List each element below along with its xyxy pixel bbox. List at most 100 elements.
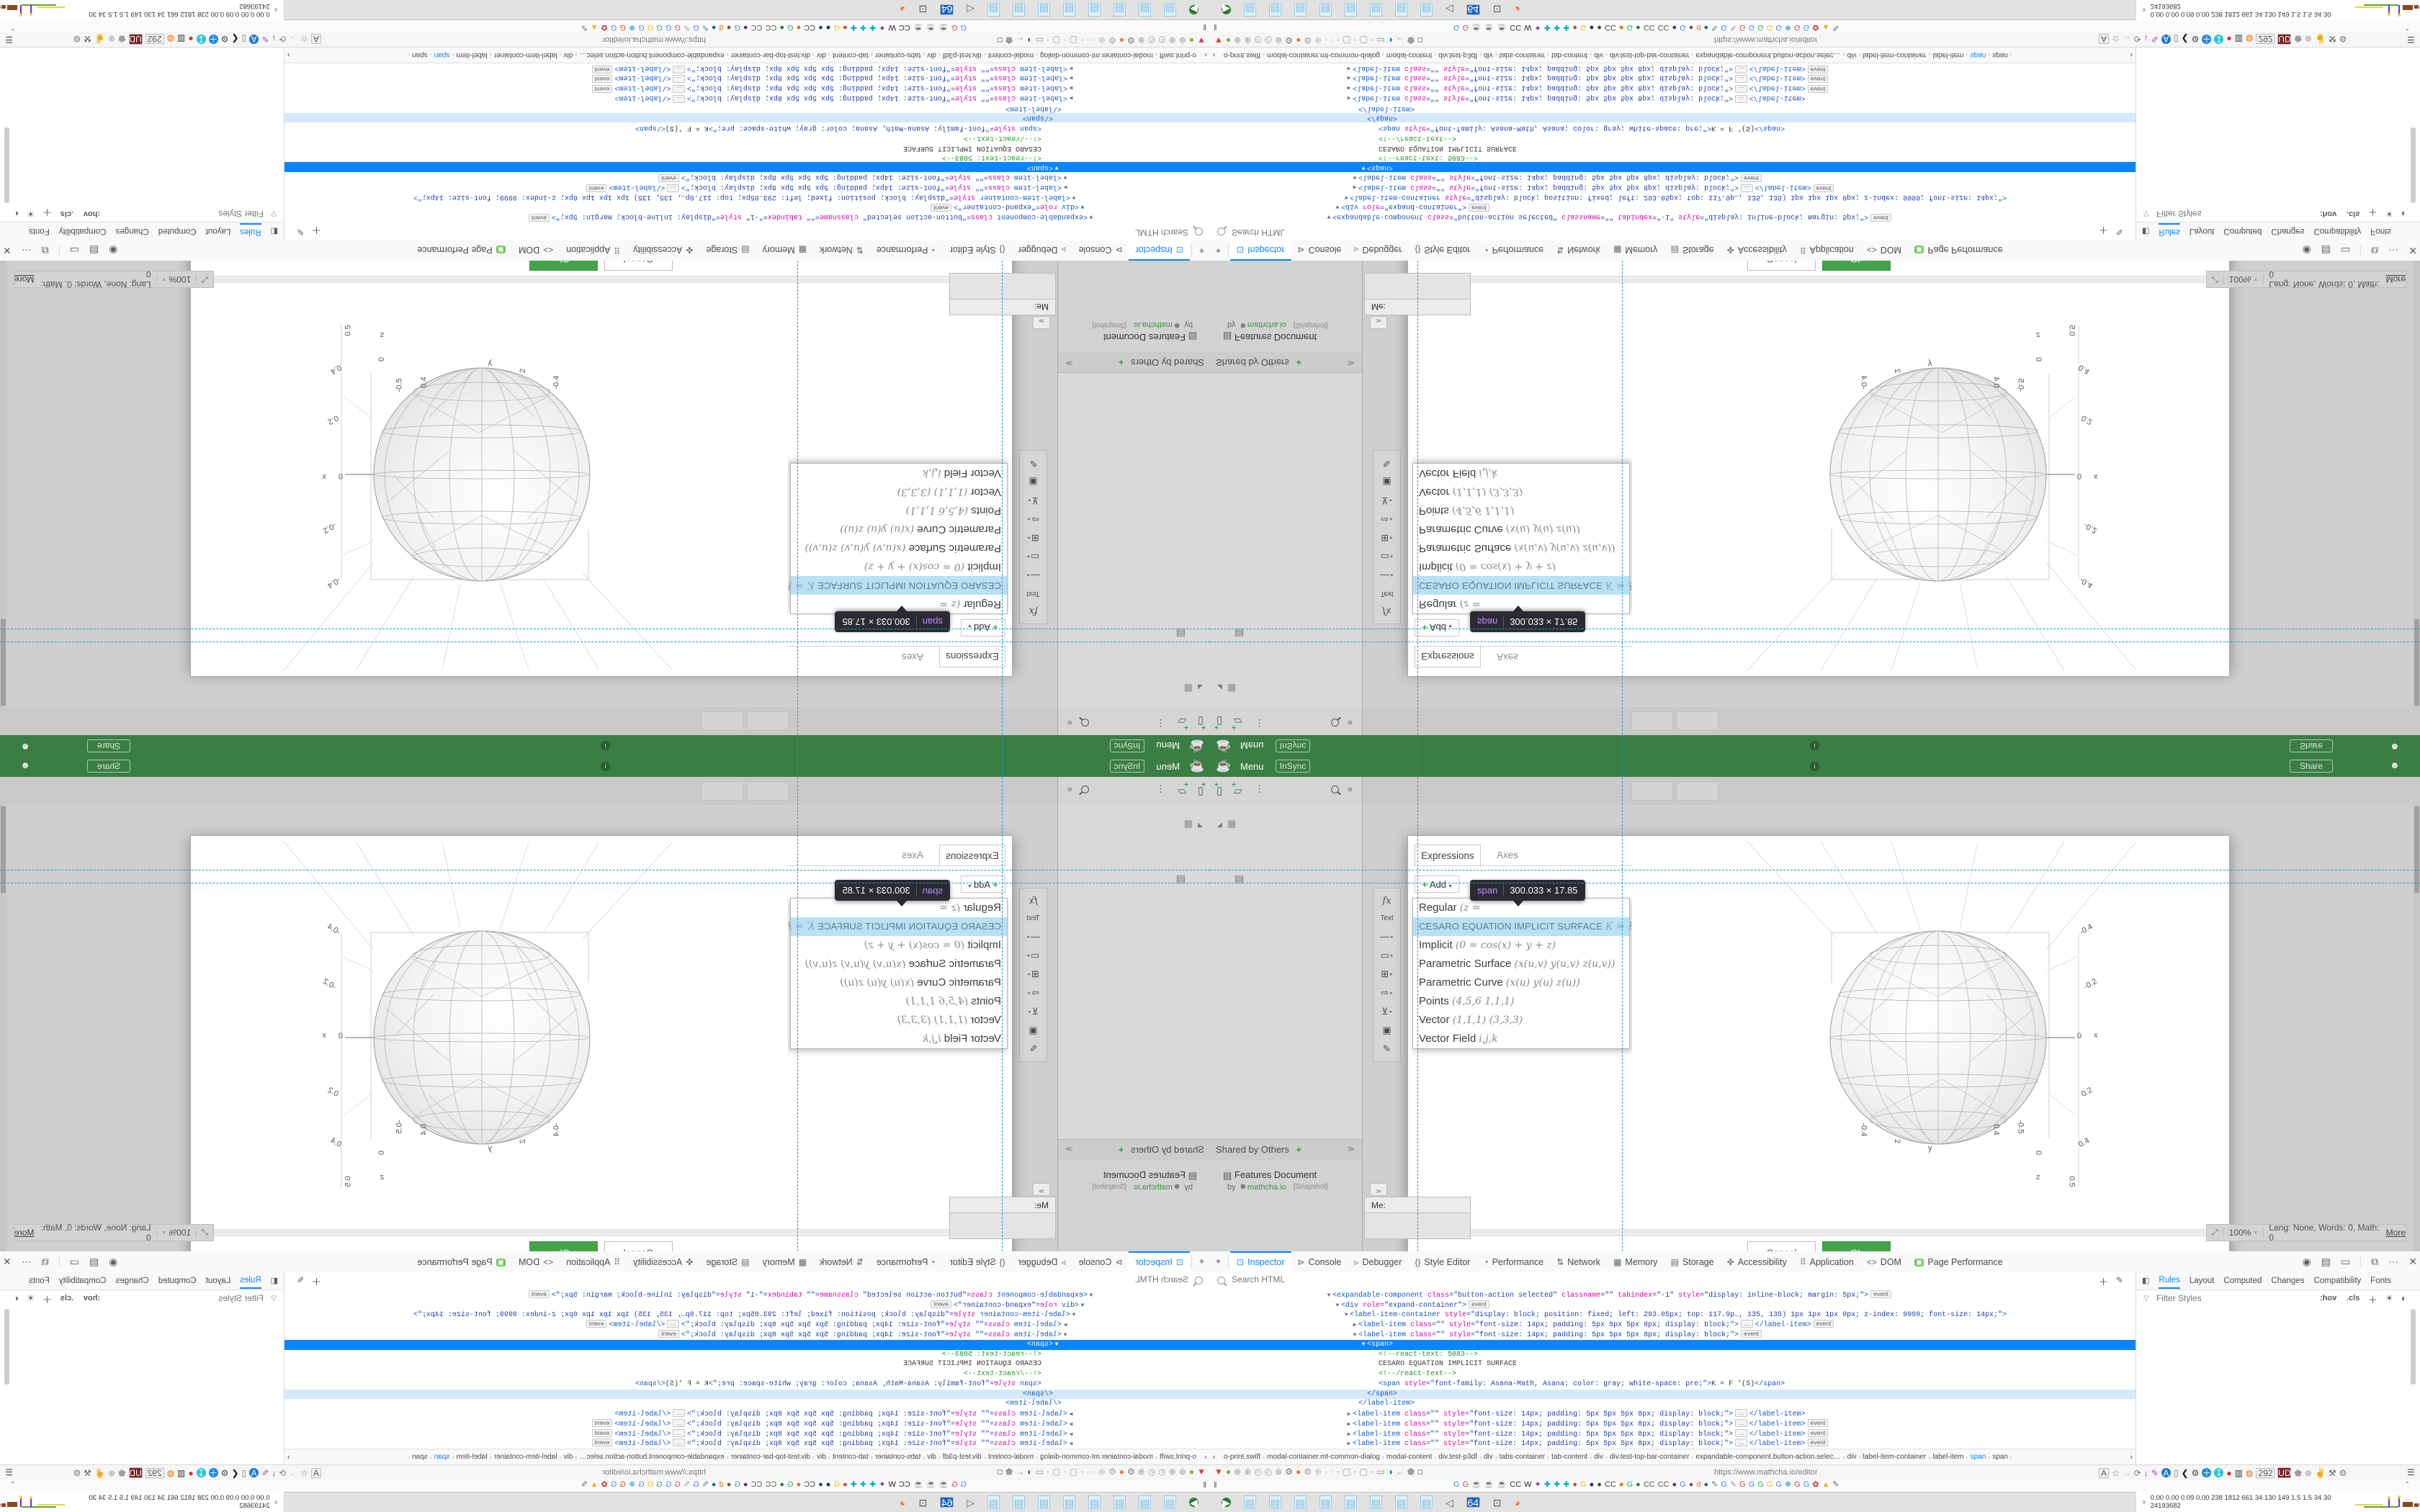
taskbar-app-icon[interactable]: 64 [1466,1496,1480,1508]
tool-strip-item[interactable]: ▣ [1382,1025,1392,1036]
menu-item-vector-field[interactable]: Vector Field i,j,k [922,1032,1001,1045]
tab-axes[interactable]: Axes [902,850,924,860]
menu-button[interactable]: Menu [1240,740,1264,751]
zoom-caret-icon[interactable]: ▼ [161,276,167,282]
taskbar-app-icon[interactable]: ▤ [1294,1495,1307,1509]
bookmark-favicon[interactable]: ☕ [913,23,923,32]
bookmark-favicon[interactable]: ● [726,1480,732,1489]
bookmark-favicon[interactable]: ✎ [1729,1480,1737,1489]
taskbar-app-icon[interactable]: ▤ [1063,1495,1075,1509]
search-icon[interactable] [1331,786,1339,793]
bookmark-favicon[interactable]: CC [1510,1480,1522,1489]
nav-icon[interactable]: ◦ [1063,35,1067,45]
extension-icon[interactable]: ▥ [2234,1467,2243,1478]
markup-row[interactable]: <!--react-text: 5083--> [941,1350,1041,1359]
bookmark-favicon[interactable]: G [1626,23,1634,32]
markup-row[interactable]: ▶<label-item class="" style="font-size: … [284,1320,1210,1330]
tool-strip-item[interactable]: — ▸ [1026,930,1040,942]
tool-strip-item[interactable]: ▭ ▸ [1026,552,1040,563]
nav-icon[interactable]: ⊕ [1244,35,1252,45]
bookmark-favicon[interactable]: ✎ [1711,23,1718,32]
bookmark-favicon[interactable]: G [951,23,958,32]
nav-icon[interactable]: ◘ [997,35,1003,45]
tool-strip-item[interactable]: — ▸ [1380,570,1394,582]
nav-icon[interactable]: ⊕ [1244,1467,1252,1477]
bookmark-favicon[interactable]: G [1739,1480,1746,1489]
menu-item-vector[interactable]: Vector (1,1,1) (3,3,3) [1419,486,1523,498]
menu-item-vector-field[interactable]: Vector Field i,j,k [1419,1032,1498,1045]
shared-doc-author[interactable]: mathcha.io [1247,320,1286,329]
bookmark-favicon[interactable]: ✎ [702,1480,709,1489]
bookmark-favicon[interactable]: G [638,1480,645,1489]
eyedropper-icon[interactable]: ✎ [2116,1275,2124,1285]
breadcrumb-item[interactable]: label-item-container [1863,1453,1927,1461]
collapse-sidebar-icon[interactable]: « [1067,783,1072,794]
bookmark-favicon[interactable]: CC [1510,23,1522,32]
breadcrumb-item[interactable]: div.test-top-bar-container [1609,51,1690,59]
tool-strip-item[interactable]: ⊞ ▸ [1027,533,1039,544]
tool-strip-item[interactable]: fx [1382,895,1392,906]
fullscreen-icon[interactable]: ⤢ [202,275,208,284]
breadcrumb-item[interactable]: modal-content [1386,51,1433,59]
nav-icon[interactable]: ◦ [1046,1467,1050,1477]
bookmark-favicon[interactable]: ● [1672,1480,1677,1489]
extension-icon[interactable]: ↓ [2143,34,2148,45]
taskbar-app-icon[interactable]: ⊡ [1492,1496,1502,1508]
bookmark-favicon[interactable]: ✎ [683,23,691,32]
extension-icon[interactable]: A [2161,1468,2171,1477]
nav-icon[interactable]: ⚙ [1304,1467,1312,1477]
breadcrumb-item[interactable]: expandable-component.button-action.selec… [1695,51,1841,59]
taskbar-app-icon[interactable]: ◁ [967,1496,974,1508]
nav-icon[interactable]: ▼ [1214,35,1223,45]
devtools-tab-accessibility[interactable]: ✜ Accessibility [633,1257,694,1267]
nav-icon[interactable]: ◴ [1158,35,1166,45]
markup-row[interactable]: ▶<label-item class="" style="font-size: … [284,1439,1210,1449]
bookmark-favicon[interactable]: ● [1589,23,1595,32]
extension-icon[interactable]: ⚙ [73,1467,81,1478]
nav-icon[interactable]: ⊕ [1168,35,1176,45]
devtools-tab-network[interactable]: ⇅ Network [1556,245,1601,255]
nav-icon[interactable]: ▭ [1376,1467,1385,1477]
bookmark-favicon[interactable]: ● [1618,23,1624,32]
markup-row[interactable]: ▼<label-item-container style="display: b… [1344,1310,2007,1319]
nav-icon[interactable]: ▼ [1197,35,1206,45]
search-html-input[interactable] [683,227,1190,238]
bookmark-favicon[interactable]: ☕ [1471,1480,1482,1489]
taskbar-app-icon[interactable]: ▶ [1189,4,1198,16]
bookmark-favicon[interactable]: G [786,23,794,32]
devtools-tab-console[interactable]: ⊳ Console [1078,245,1123,255]
zoom-level[interactable]: 100% [169,274,192,284]
devtools-tab-page-performance[interactable]: ▣ Page Performance [1914,245,2003,255]
bookmark-favicon[interactable]: G [693,23,699,32]
extension-icon[interactable]: ↓ [272,1467,277,1478]
extension-icon[interactable]: ❮ [2181,1467,2189,1478]
extension-icon[interactable]: ▥ [177,1467,186,1478]
bookmarks-overflow-icon[interactable]: ⌃ [2404,23,2411,31]
devtools-tab-performance[interactable]: ◔ Performance [1483,245,1544,255]
bookmark-favicon[interactable]: ● [818,23,823,32]
devtools-toolbar-icon[interactable]: ⋯ [2388,1255,2399,1267]
bookmark-favicon[interactable]: ● [1597,1480,1602,1489]
rules-tab-rules[interactable]: Rules [240,223,261,240]
tool-strip-item[interactable]: ✎ [1383,1043,1391,1055]
markup-row[interactable]: <!--/react-text--> [963,1370,1041,1378]
bookmark-favicon[interactable]: ● [842,1480,848,1489]
nav-icon[interactable]: ← [1016,35,1025,45]
bookmark-favicon[interactable]: d [1696,23,1701,32]
taskbar-app-icon[interactable]: 64 [940,4,954,16]
extension-icon[interactable]: ＋ [208,34,218,45]
nav-icon[interactable]: ▢ [1342,1467,1351,1477]
markup-row[interactable]: ▼<span> [284,162,1210,173]
extension-icon[interactable]: A [2161,35,2171,45]
add-expression-button[interactable]: + Add ▾ [1415,619,1459,636]
account-icon[interactable]: ☻ [20,760,30,770]
bookmark-favicon[interactable]: CC [898,23,910,32]
light-theme-icon[interactable]: ☀ [2385,209,2393,219]
nav-icon[interactable]: ▭ [1376,35,1385,45]
dark-theme-icon[interactable]: ◐ [13,209,19,219]
extension-icon[interactable]: ▥ [177,34,186,45]
extension-icon[interactable]: ☆ [300,34,308,45]
markup-row[interactable]: <span style="font-family: Asana-Math, As… [1379,1380,1785,1388]
tool-strip-item[interactable]: ▣ [1028,1025,1038,1036]
bookmark-favicon[interactable]: G [734,1480,740,1489]
